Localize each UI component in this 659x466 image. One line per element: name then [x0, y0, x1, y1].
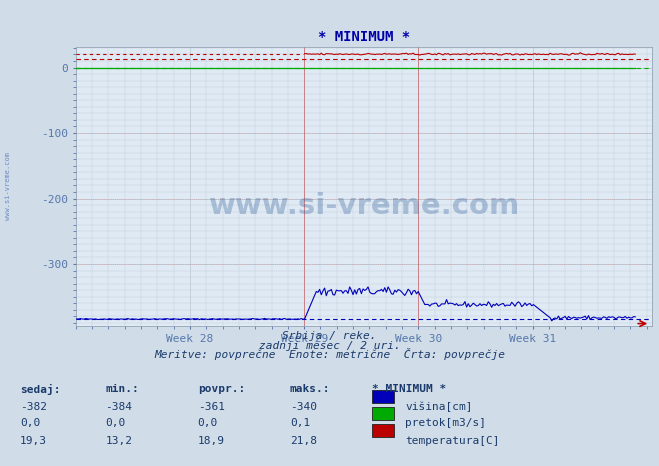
Text: 0,0: 0,0 [198, 418, 218, 428]
Text: temperatura[C]: temperatura[C] [405, 436, 500, 445]
Text: -361: -361 [198, 402, 225, 411]
Text: 0,0: 0,0 [20, 418, 40, 428]
Text: www.si-vreme.com: www.si-vreme.com [208, 192, 520, 220]
Text: 0,0: 0,0 [105, 418, 126, 428]
Text: 0,1: 0,1 [290, 418, 310, 428]
Text: povpr.:: povpr.: [198, 384, 245, 394]
Text: 18,9: 18,9 [198, 436, 225, 445]
Text: sedaj:: sedaj: [20, 384, 60, 396]
Text: višina[cm]: višina[cm] [405, 402, 473, 412]
Text: pretok[m3/s]: pretok[m3/s] [405, 418, 486, 428]
Text: 21,8: 21,8 [290, 436, 317, 445]
Title: * MINIMUM *: * MINIMUM * [318, 30, 410, 44]
Text: maks.:: maks.: [290, 384, 330, 394]
Text: Srbija / reke.: Srbija / reke. [282, 331, 377, 341]
Text: 13,2: 13,2 [105, 436, 132, 445]
Text: 19,3: 19,3 [20, 436, 47, 445]
Text: www.si-vreme.com: www.si-vreme.com [5, 152, 11, 220]
Text: zadnji mesec / 2 uri.: zadnji mesec / 2 uri. [258, 341, 401, 350]
Text: -340: -340 [290, 402, 317, 411]
Text: -384: -384 [105, 402, 132, 411]
Text: * MINIMUM *: * MINIMUM * [372, 384, 447, 394]
Text: Meritve: povprečne  Enote: metrične  Črta: povprečje: Meritve: povprečne Enote: metrične Črta:… [154, 348, 505, 360]
Text: -382: -382 [20, 402, 47, 411]
Text: min.:: min.: [105, 384, 139, 394]
